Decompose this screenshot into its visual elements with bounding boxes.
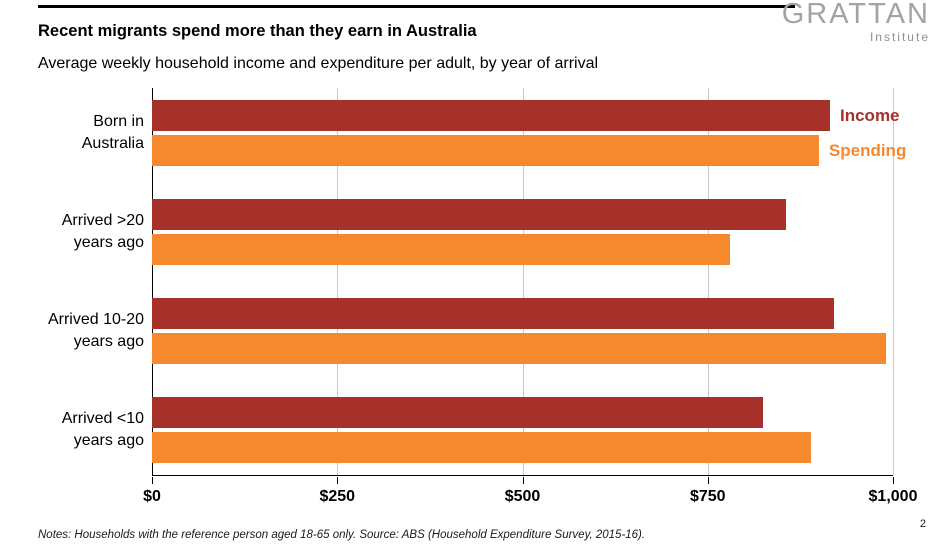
gridlines (152, 88, 894, 475)
top-rule (38, 5, 795, 8)
bar-income (152, 298, 834, 329)
category-label: Born in Australia (81, 113, 144, 152)
x-tick-label: $0 (143, 488, 161, 505)
category-label: Arrived 10-20 years ago (47, 311, 144, 350)
gridline (522, 88, 524, 475)
x-tick-label: $1,000 (868, 488, 918, 505)
axis-tick (707, 477, 709, 484)
grattan-logo: GRATTAN Institute (782, 0, 930, 43)
category-label: Arrived >20 years ago (61, 212, 144, 251)
gridline (337, 88, 339, 475)
bar-spending (152, 234, 730, 265)
x-tick-label: $750 (689, 488, 726, 505)
legend-spending: Spending (828, 141, 907, 160)
page-title: Recent migrants spend more than they ear… (38, 22, 477, 40)
logo-text: GRATTAN (781, 0, 930, 30)
gridline (707, 88, 709, 475)
axis-tick (337, 477, 339, 484)
bar-spending (152, 333, 886, 364)
plot-area: Income Spending (152, 88, 906, 476)
bar-income (152, 199, 786, 230)
page-subtitle: Average weekly household income and expe… (38, 55, 599, 72)
category-label: Arrived <10 years ago (61, 410, 144, 449)
notes: Notes: Households with the reference per… (38, 529, 646, 541)
bar-income (152, 100, 830, 131)
page-number: 2 (919, 518, 926, 530)
gridline (893, 88, 894, 475)
bar-spending (152, 432, 812, 463)
axis-tick (152, 477, 153, 484)
x-tick-label: $250 (319, 488, 356, 505)
axis-tick (893, 477, 894, 484)
legend-income: Income (840, 106, 900, 125)
logo-subtext: Institute (869, 30, 930, 44)
x-axis: $0 $250 $500 $750 $1,000 (143, 477, 917, 519)
axis-tick (522, 477, 524, 484)
gridline (152, 88, 153, 475)
bar-income (152, 397, 764, 428)
bar-spending (152, 135, 819, 166)
bar-chart: Born in Australia Arrived >20 years ago Ar… (0, 88, 944, 548)
category-labels: Born in Australia Arrived >20 years ago Ar… (0, 88, 144, 476)
x-tick-label: $500 (504, 488, 541, 505)
